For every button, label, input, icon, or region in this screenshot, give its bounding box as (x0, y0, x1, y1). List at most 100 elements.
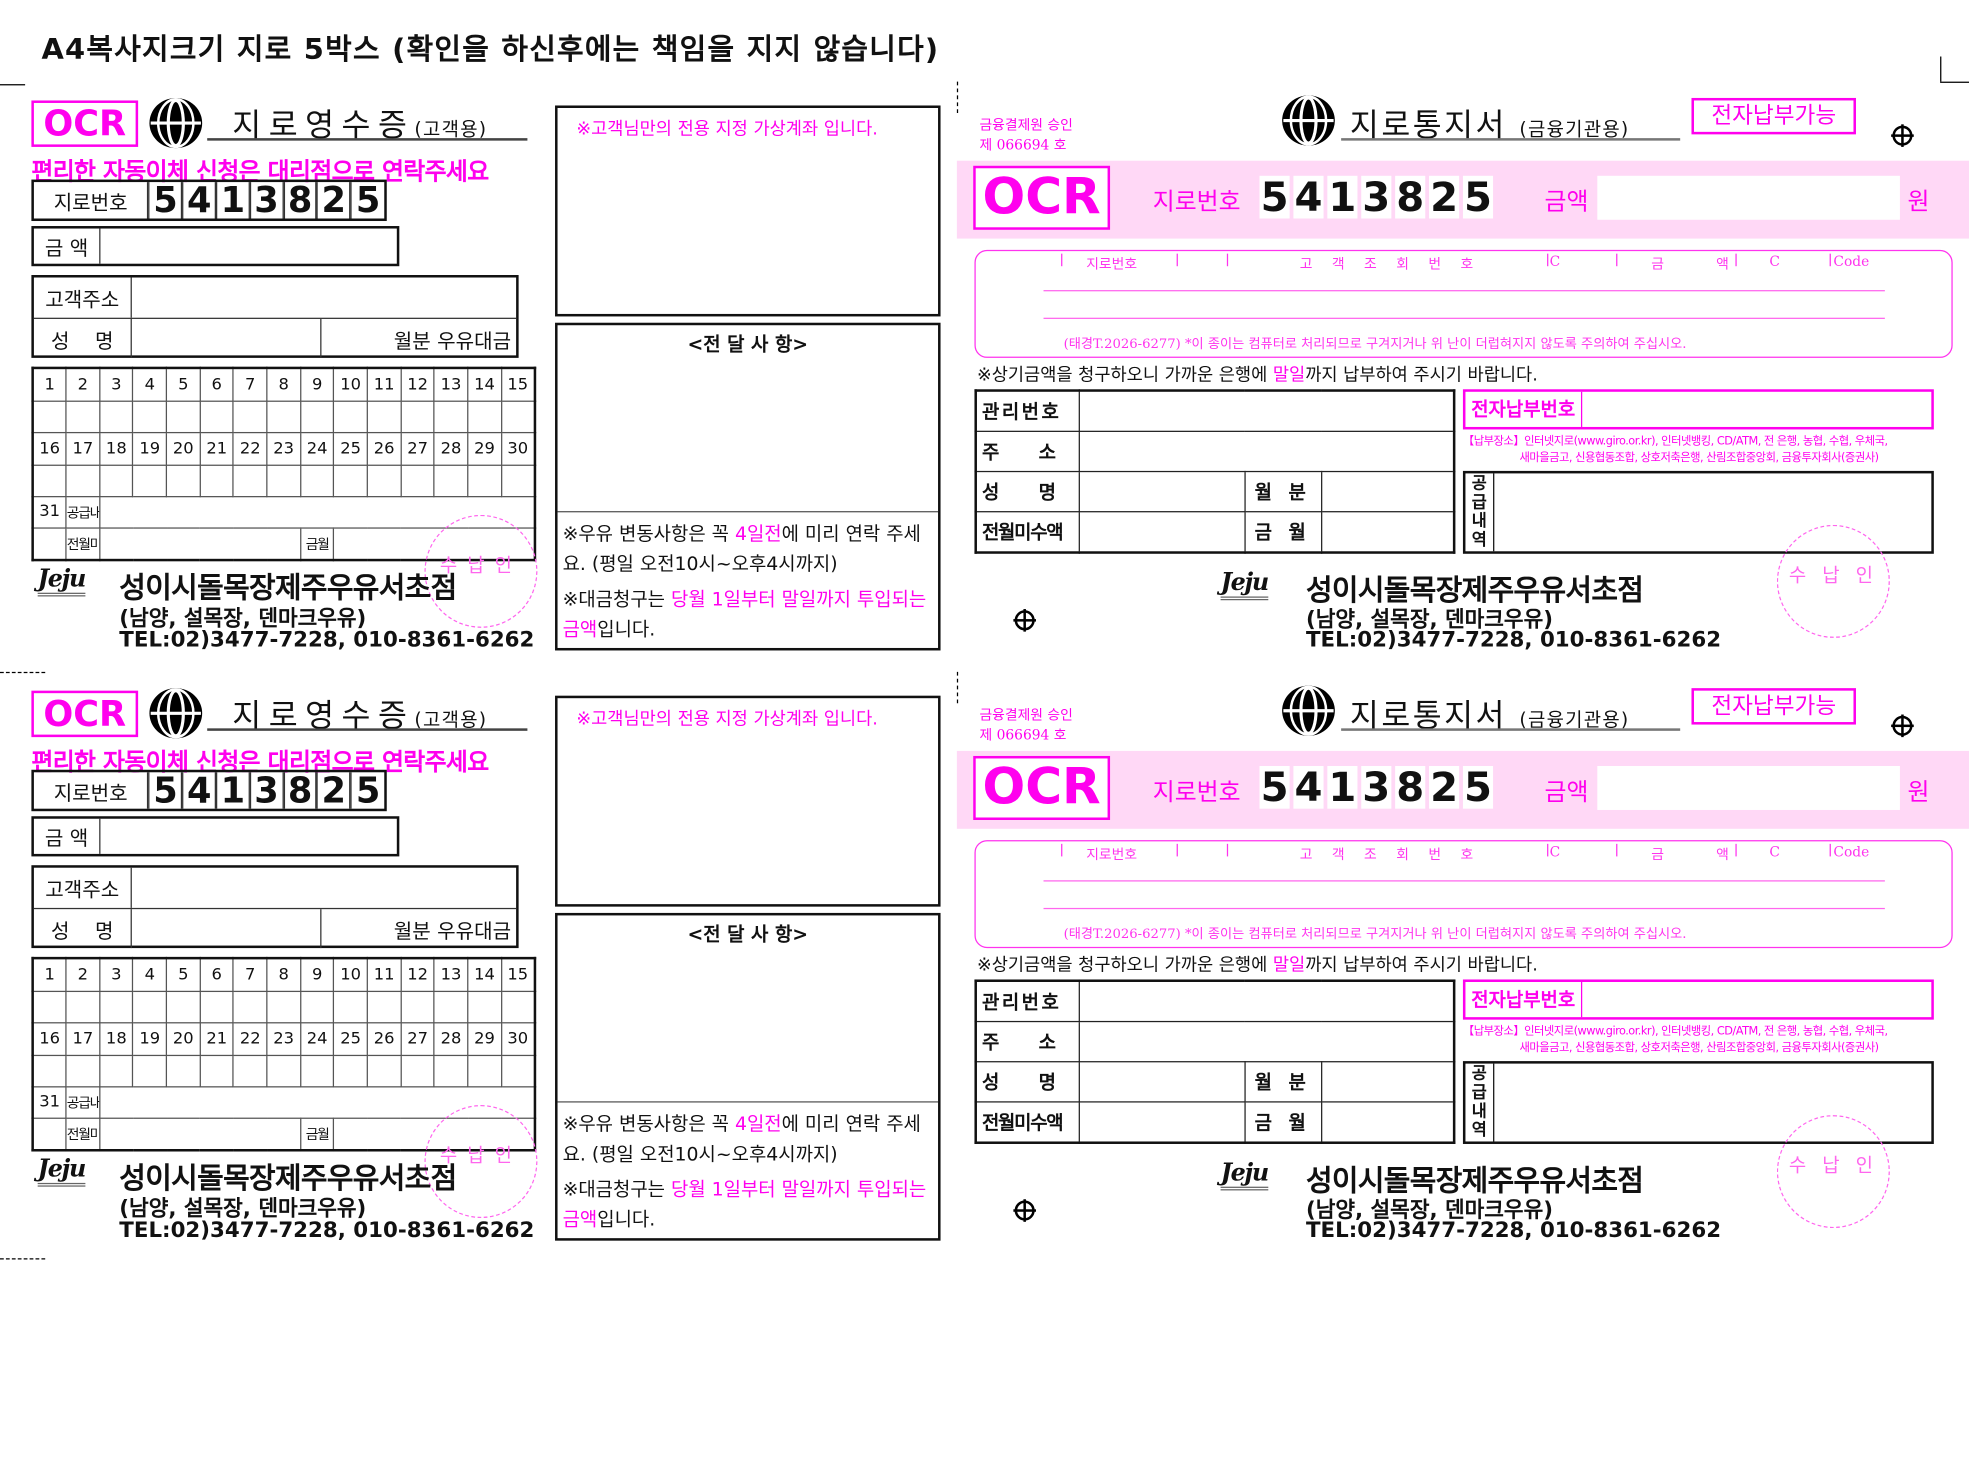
calendar-delivery-cell[interactable] (132, 463, 168, 497)
notice-title-sub: (금융기관용) (1519, 118, 1630, 141)
calendar-delivery-cell[interactable] (232, 990, 268, 1023)
amount-field[interactable] (100, 819, 396, 854)
calendar-delivery-cell[interactable] (65, 990, 101, 1023)
calendar-delivery-cell[interactable] (433, 990, 469, 1023)
amount-field[interactable] (1597, 766, 1900, 810)
calendar-delivery-cell[interactable] (333, 990, 369, 1023)
calendar-delivery-cell[interactable] (433, 463, 469, 497)
calendar-delivery-cell[interactable] (467, 990, 502, 1023)
this-month-field[interactable] (1320, 511, 1455, 554)
calendar-delivery-cell[interactable] (467, 1054, 502, 1087)
mgmt-no-field[interactable] (1078, 980, 1455, 1023)
calendar-delivery-cell[interactable] (32, 463, 67, 497)
calendar-delivery-cell[interactable] (165, 1054, 201, 1087)
calendar-delivery-cell[interactable] (400, 990, 435, 1023)
calendar-delivery-cell[interactable] (400, 463, 435, 497)
month-field[interactable] (1320, 1061, 1455, 1103)
amount-field[interactable] (1597, 175, 1900, 220)
calendar-delivery-cell[interactable] (500, 463, 536, 497)
epay-number-field[interactable] (1582, 982, 1931, 1017)
name-field[interactable] (132, 909, 322, 949)
name-field[interactable] (132, 318, 322, 358)
calendar-delivery-cell[interactable] (266, 1054, 302, 1087)
calendar-delivery-cell[interactable] (232, 1054, 268, 1087)
memo-box: <전 달 사 항> ※우유 변동사항은 꼭 4일전에 미리 연락 주세요. (평… (555, 322, 941, 651)
crop-mark (1940, 56, 1942, 82)
calendar-delivery-cell[interactable] (32, 399, 67, 433)
calendar-delivery-cell[interactable] (165, 463, 201, 497)
calendar-delivery-cell[interactable] (32, 1054, 67, 1087)
mgmt-no-field[interactable] (1078, 389, 1455, 432)
calendar-day: 27 (400, 1021, 435, 1056)
calendar-delivery-cell[interactable] (132, 1054, 168, 1087)
calendar-delivery-cell[interactable] (333, 399, 369, 433)
calendar-day: 7 (232, 957, 268, 992)
calendar-delivery-cell[interactable] (98, 399, 134, 433)
calendar-delivery-cell[interactable] (299, 399, 335, 433)
store-name: 성이시돌목장제주우유서초점 (119, 572, 457, 606)
calendar-delivery-cell[interactable] (132, 399, 168, 433)
receipt-title-sub: (고객용) (414, 118, 488, 141)
prev-unpaid-field[interactable] (1078, 1101, 1246, 1144)
amount-field[interactable] (100, 229, 396, 264)
store-brands: (남양, 설목장, 덴마크우유) (1305, 1197, 1553, 1224)
calendar-delivery-cell[interactable] (232, 399, 268, 433)
approval-line2: 제 066694 호 (979, 136, 1067, 154)
prev-unpaid-field[interactable] (98, 526, 302, 561)
calendar-delivery-cell[interactable] (366, 1054, 402, 1087)
calendar-delivery-cell[interactable] (400, 399, 435, 433)
calendar-delivery-cell[interactable] (299, 990, 335, 1023)
calendar-delivery-cell[interactable] (199, 463, 235, 497)
calendar-delivery-cell[interactable] (500, 1054, 536, 1087)
calendar-delivery-cell[interactable] (266, 463, 302, 497)
calendar-delivery-cell[interactable] (366, 990, 402, 1023)
this-month-field[interactable] (1320, 1101, 1455, 1144)
calendar-delivery-cell[interactable] (199, 990, 235, 1023)
calendar-delivery-cell[interactable] (366, 399, 402, 433)
calendar-delivery-cell[interactable] (366, 463, 402, 497)
calendar-delivery-cell[interactable] (400, 1054, 435, 1087)
epay-number-field[interactable] (1582, 392, 1931, 427)
name-field[interactable] (1078, 470, 1246, 513)
store-name: 성이시돌목장제주우유서초점 (1305, 1165, 1644, 1198)
calendar-delivery-cell[interactable] (467, 463, 502, 497)
note-highlight: 당월 1일부터 말일까지 투입되는 금액 (562, 1177, 927, 1231)
calendar-day: 6 (199, 367, 235, 402)
prev-unpaid-field[interactable] (1078, 511, 1246, 554)
calendar-delivery-cell[interactable] (199, 1054, 235, 1087)
calendar-delivery-cell[interactable] (165, 990, 201, 1023)
calendar-delivery-cell[interactable] (500, 990, 536, 1023)
calendar-delivery-cell[interactable] (65, 1054, 101, 1087)
calendar-day: 10 (333, 367, 369, 402)
calendar-delivery-cell[interactable] (299, 1054, 335, 1087)
calendar-delivery-cell[interactable] (98, 990, 134, 1023)
calendar-delivery-cell[interactable] (32, 990, 67, 1023)
name-field[interactable] (1078, 1061, 1246, 1103)
calendar-delivery-cell[interactable] (98, 463, 134, 497)
calendar-delivery-cell[interactable] (98, 1054, 134, 1087)
calendar-day: 20 (165, 1021, 201, 1056)
address-field[interactable] (1078, 1020, 1455, 1063)
calendar-delivery-cell[interactable] (333, 1054, 369, 1087)
address-field[interactable] (132, 278, 516, 318)
calendar-delivery-cell[interactable] (266, 990, 302, 1023)
calendar-delivery-cell[interactable] (299, 463, 335, 497)
giro-digit: 3 (1361, 763, 1392, 812)
month-field[interactable] (1320, 470, 1455, 513)
calendar-delivery-cell[interactable] (333, 463, 369, 497)
calendar-delivery-cell[interactable] (199, 399, 235, 433)
calendar-delivery-cell[interactable] (433, 1054, 469, 1087)
prev-unpaid-field[interactable] (98, 1116, 302, 1151)
address-field[interactable] (1078, 430, 1455, 473)
calendar-delivery-cell[interactable] (500, 399, 536, 433)
calendar-day: 20 (165, 431, 201, 466)
calendar-delivery-cell[interactable] (433, 399, 469, 433)
calendar-delivery-cell[interactable] (132, 990, 168, 1023)
calendar-delivery-cell[interactable] (65, 463, 101, 497)
calendar-delivery-cell[interactable] (165, 399, 201, 433)
calendar-delivery-cell[interactable] (266, 399, 302, 433)
calendar-delivery-cell[interactable] (232, 463, 268, 497)
calendar-delivery-cell[interactable] (467, 399, 502, 433)
address-field[interactable] (132, 868, 516, 908)
calendar-delivery-cell[interactable] (65, 399, 101, 433)
